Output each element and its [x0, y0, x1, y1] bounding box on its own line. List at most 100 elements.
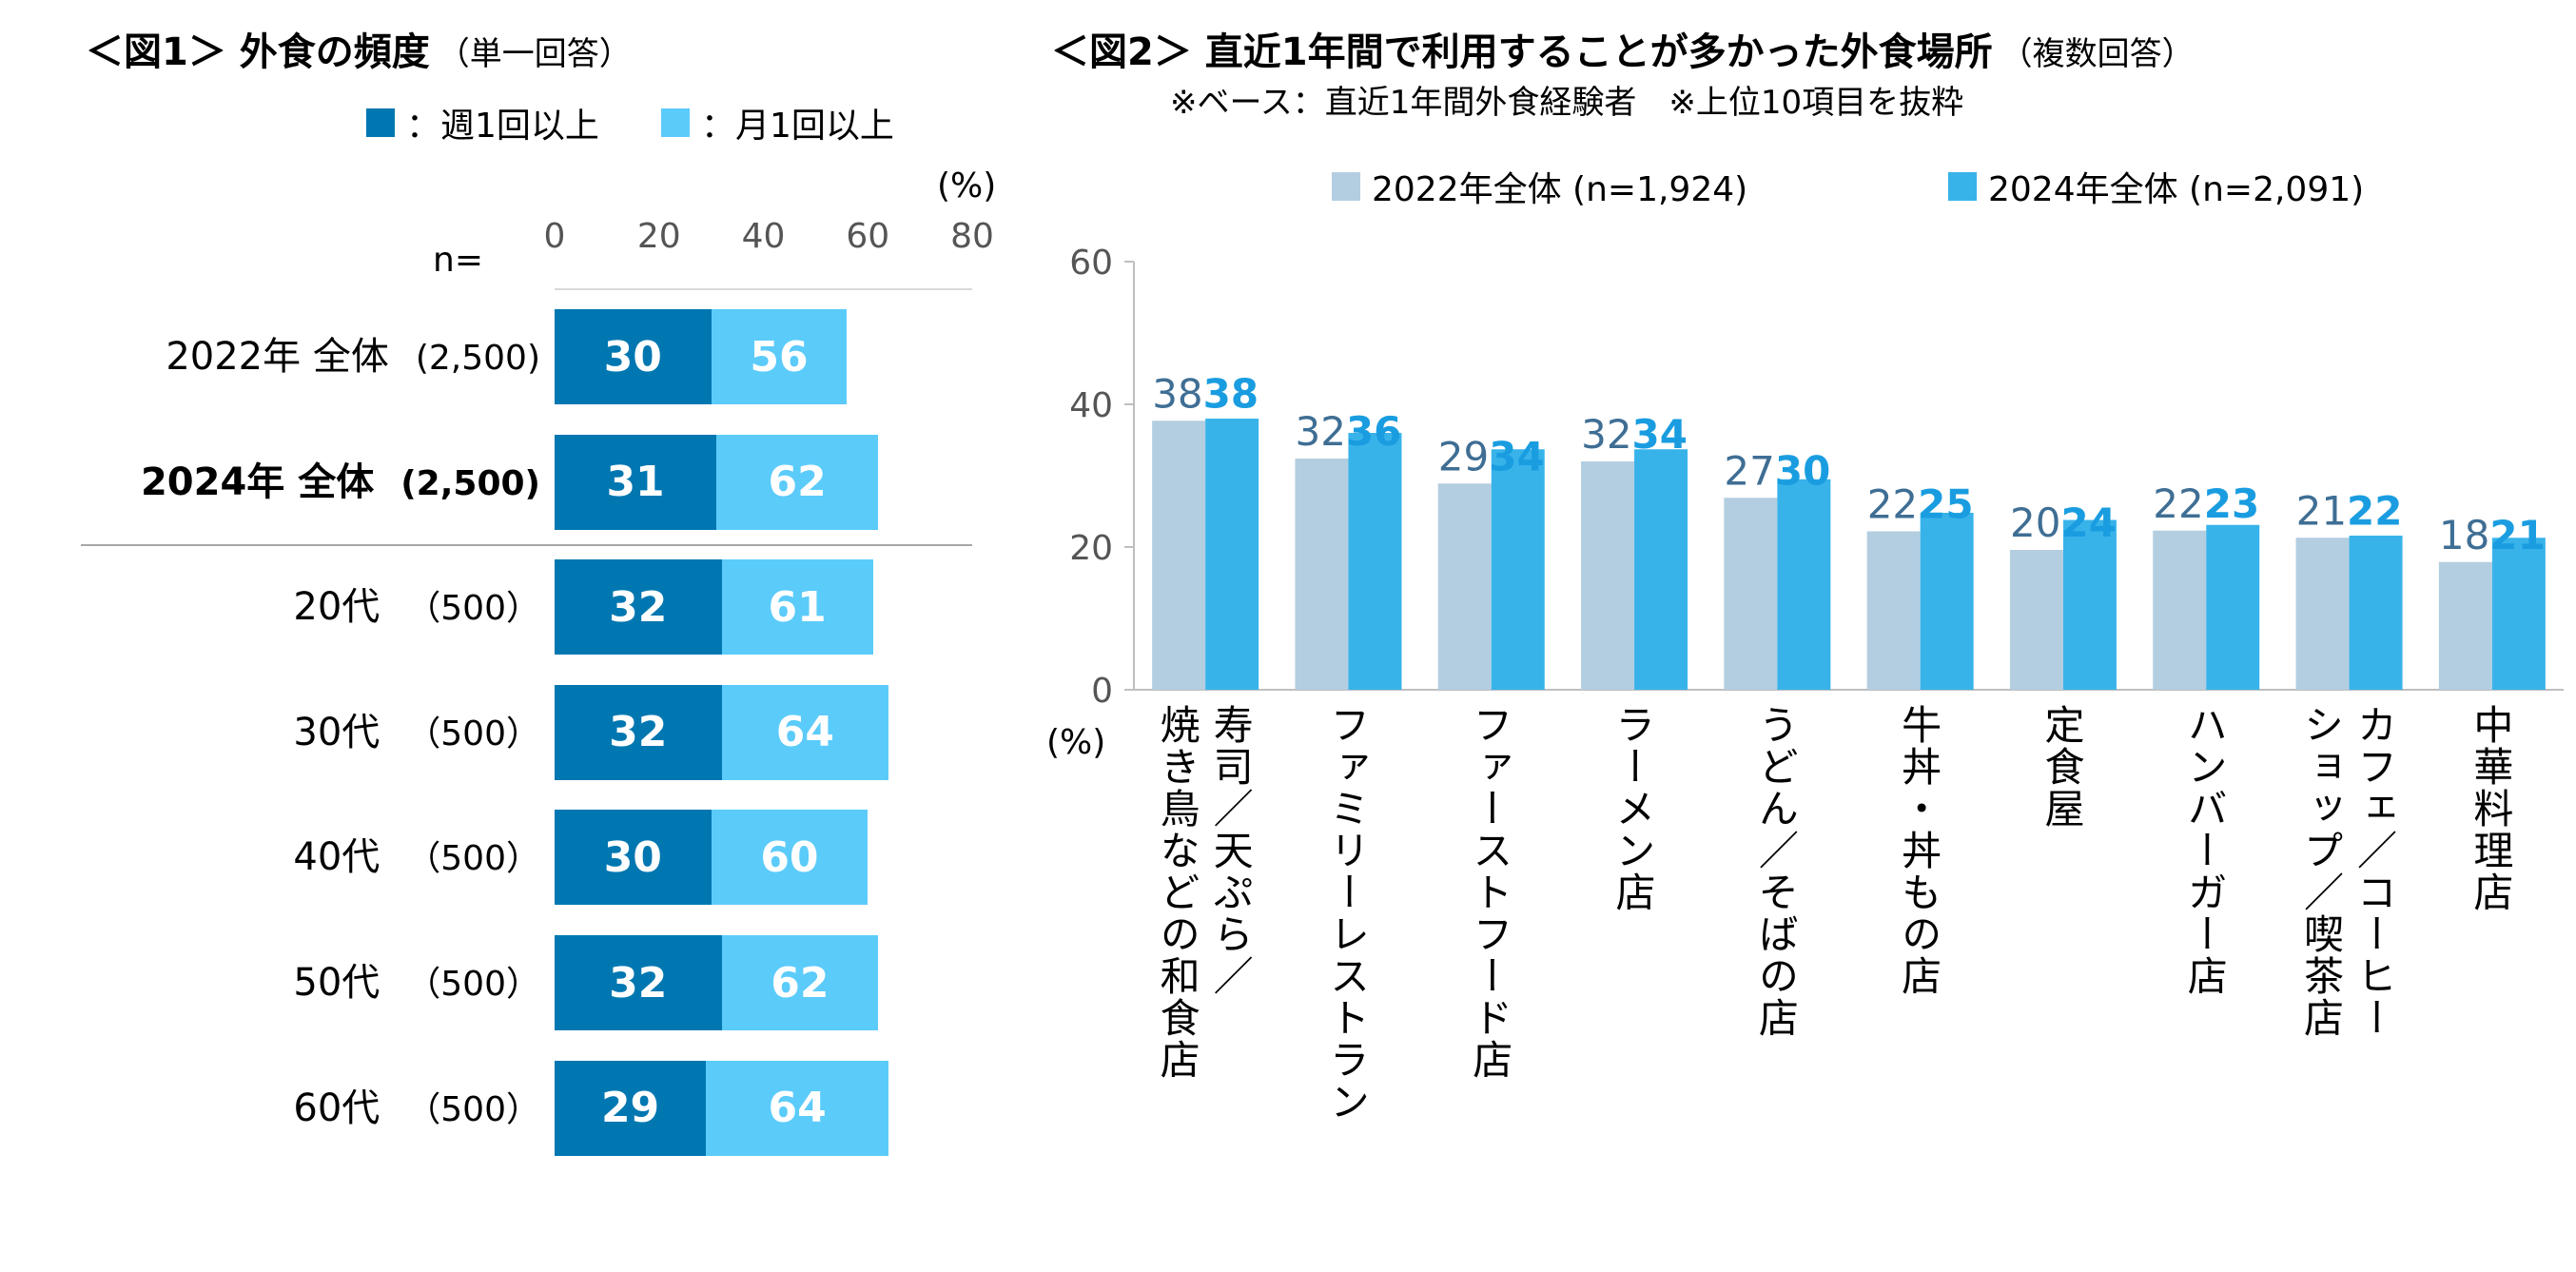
- fig2-category-label: 定食屋: [2038, 704, 2085, 830]
- fig2-value-labels: 3838: [1152, 370, 1259, 417]
- fig2-category-label: 牛丼・丼もの店: [1895, 704, 1942, 997]
- fig1-row-n: (2,500): [400, 463, 540, 503]
- fig1-bar-weekly: 31: [555, 434, 717, 530]
- fig2-bar-2022: [1295, 459, 1349, 690]
- fig2-bar-2022: [1581, 461, 1635, 690]
- fig2-legend-2022: 2022年全体 (n=1,924): [1332, 162, 1747, 211]
- fig1-separator: [81, 543, 972, 546]
- fig2-bar-2022: [1866, 531, 1921, 690]
- fig2-legend-2024-label: 2024年全体 (n=2,091): [1988, 170, 2365, 209]
- fig2-y-tick: 60: [1069, 244, 1113, 283]
- fig2-value-labels: 2122: [2296, 487, 2403, 534]
- fig2-category-label: 寿司／天ぷら／: [1207, 704, 1255, 997]
- fig1-x-tick: 60: [846, 217, 890, 256]
- fig1-row-n: （500）: [406, 965, 540, 1004]
- fig1-bar-weekly: 32: [555, 684, 722, 780]
- fig1-legend-monthly-label: ：月1回以上: [701, 107, 894, 146]
- fig1-legend-monthly: ：月1回以上: [661, 98, 894, 147]
- fig2-category-label: ファーストフード店: [1466, 704, 1513, 1081]
- fig1-bar-monthly: 56: [711, 309, 848, 404]
- fig1-row-label: 40代 （500）: [293, 810, 540, 905]
- fig1-row-name: 20代: [293, 585, 381, 630]
- fig1-bar-weekly: 29: [555, 1060, 707, 1156]
- fig2-bar-2024: [1777, 479, 1831, 690]
- fig2-value-labels: 2024: [2010, 499, 2117, 546]
- fig2-y-tick: 20: [1069, 529, 1113, 568]
- fig1-row-name: 40代: [293, 835, 381, 880]
- fig2-bar-2024: [2491, 538, 2546, 690]
- fig1-x-tick: 0: [543, 217, 566, 256]
- fig2-value-labels: 1821: [2439, 512, 2546, 558]
- fig1-x-tick: 40: [741, 217, 786, 256]
- fig2-legend-2024-swatch: [1948, 172, 1977, 201]
- fig2-title-text: ＜図2＞ 直近1年間で利用することが多かった外食場所: [1051, 30, 1993, 74]
- fig2-value-labels: 3234: [1581, 411, 1688, 458]
- fig1-row-label: 2022年 全体 (2,500): [166, 309, 540, 404]
- fig1-bar-monthly: 61: [721, 559, 873, 656]
- fig1-row-label: 50代 （500）: [293, 935, 540, 1030]
- fig2-legend-2022-swatch: [1332, 172, 1360, 201]
- fig2-y-tick: 0: [1091, 672, 1113, 711]
- fig2-category-label: ショップ／喫茶店: [2297, 704, 2345, 1039]
- fig1-legend-weekly-swatch: [366, 108, 395, 137]
- fig2-bar-2022: [1724, 498, 1778, 690]
- fig1-legend-monthly-swatch: [661, 108, 690, 137]
- fig2-bar-2024: [1348, 433, 1402, 690]
- fig2-title: ＜図2＞ 直近1年間で利用することが多かった外食場所 （複数回答）: [1051, 21, 2195, 76]
- fig2-bar-2022: [2153, 530, 2207, 690]
- fig2-category-label: ハンバーガー店: [2181, 704, 2229, 997]
- fig1-bar-weekly: 32: [555, 559, 722, 656]
- fig1-row-n: （500）: [406, 839, 540, 879]
- fig1-bar-monthly: 64: [706, 1060, 889, 1156]
- fig2-bar-2022: [2295, 538, 2350, 690]
- fig1-legend-weekly-label: ：週1回以上: [406, 107, 599, 146]
- fig2-value-labels: 2934: [1438, 433, 1545, 479]
- fig2-unit: (%): [1046, 723, 1106, 762]
- fig1-bar-weekly: 30: [555, 309, 712, 404]
- fig1-row-name: 60代: [293, 1086, 381, 1130]
- fig2-bar-2024: [1491, 449, 1545, 690]
- fig1-x-tick: 80: [950, 217, 994, 256]
- fig1-bar-weekly: 32: [555, 935, 722, 1030]
- fig1-title-text: ＜図1＞ 外食の頻度: [86, 30, 430, 74]
- fig2-subtitle: （複数回答）: [2000, 35, 2195, 73]
- fig2-category-label: ラーメン店: [1610, 704, 1657, 913]
- fig2-category-label: カフェ／コーヒー: [2351, 704, 2398, 1039]
- fig2-legend-2024: 2024年全体 (n=2,091): [1948, 162, 2364, 211]
- fig1-row-label: 30代 （500）: [293, 685, 540, 780]
- fig2-bar-2022: [2009, 550, 2063, 690]
- fig1-row-n: （500）: [406, 714, 540, 753]
- fig2-value-labels: 2223: [2153, 480, 2259, 527]
- fig1-x-tick: 20: [636, 217, 681, 256]
- fig2-bar-2024: [1634, 449, 1688, 690]
- fig1-title: ＜図1＞ 外食の頻度 （単一回答）: [86, 21, 632, 76]
- fig2-category-label: 焼き鳥などの和食店: [1154, 704, 1201, 1081]
- fig1-bar-monthly: 62: [716, 434, 879, 530]
- fig1-row-n: (2,500): [415, 339, 540, 378]
- fig2-bar-2024: [2349, 536, 2403, 690]
- fig2-note: ※ベース：直近1年間外食経験者 ※上位10項目を抜粋: [1170, 84, 1964, 122]
- fig1-n-label: n=: [433, 241, 483, 280]
- fig1-row-name: 2022年 全体: [166, 335, 389, 379]
- fig1-subtitle: （単一回答）: [437, 35, 632, 73]
- fig1-row-label: 2024年 全体 (2,500): [141, 435, 540, 530]
- fig2-y-tick: 40: [1069, 386, 1113, 425]
- fig2-bar-2024: [1920, 513, 1974, 690]
- fig1-legend-weekly: ：週1回以上: [366, 98, 599, 147]
- fig2-value-labels: 2225: [1867, 481, 1974, 528]
- fig2-value-labels: 3236: [1295, 408, 1401, 455]
- fig1-bar-monthly: 62: [721, 935, 879, 1030]
- fig2-bar-2022: [1152, 421, 1206, 690]
- fig2-bar-2022: [2438, 561, 2492, 690]
- fig2-bar-2024: [2062, 519, 2117, 690]
- fig2-category-label: ファミリーレストラン: [1323, 704, 1371, 1123]
- fig2-bar-2024: [1205, 419, 1259, 690]
- fig1-bar-weekly: 30: [555, 810, 712, 906]
- fig1-row-label: 20代 （500）: [293, 559, 540, 655]
- fig1-row-n: （500）: [406, 589, 540, 629]
- fig1-bar-monthly: 64: [721, 684, 889, 780]
- fig2-legend-2022-label: 2022年全体 (n=1,924): [1372, 170, 1748, 209]
- fig1-row-name: 50代: [293, 961, 381, 1005]
- fig1-row-name: 30代: [293, 710, 381, 754]
